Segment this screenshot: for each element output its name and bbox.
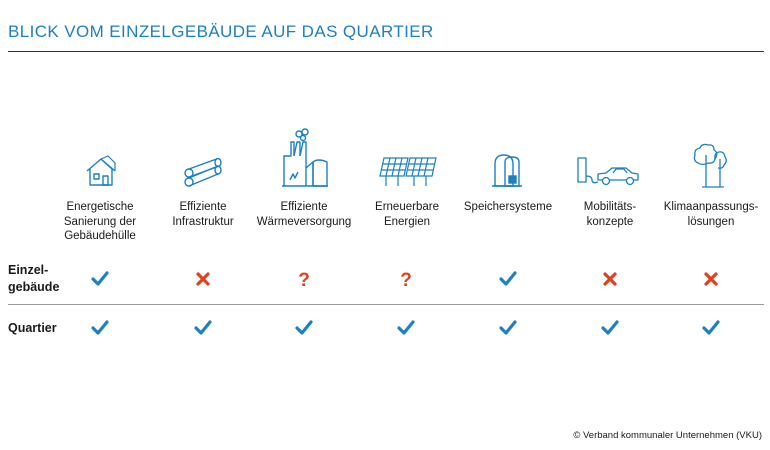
electric-car-icon [576, 156, 642, 188]
row-label-einzelgebaeude: Einzel- gebäude [8, 263, 60, 294]
category-label-infrastruktur: Effiziente Infrastruktur [172, 201, 234, 228]
category-label-erneuerbare: Erneuerbare Energien [375, 201, 439, 228]
pipes-icon [182, 158, 224, 188]
check-icon [90, 269, 110, 289]
row-divider [8, 304, 764, 305]
solar-panels-icon [378, 154, 438, 188]
category-label-mobilitaet: Mobilitäts- konzepte [583, 201, 637, 228]
svg-text:?: ? [298, 270, 310, 289]
cross-icon [193, 269, 213, 289]
category-label-sanierung: Energetische Sanierung der Gebäudehülle [63, 201, 137, 242]
check-icon [498, 318, 518, 338]
check-icon [193, 318, 213, 338]
page-title: BLICK VOM EINZELGEBÄUDE AUF DAS QUARTIER [8, 22, 434, 41]
cross-icon [701, 269, 721, 289]
check-icon [600, 318, 620, 338]
cross-icon [600, 269, 620, 289]
copyright-footer: © Verband kommunaler Unternehmen (VKU) [573, 430, 762, 441]
house-icon [84, 155, 118, 187]
title-divider [8, 51, 764, 52]
row-label-quartier: Quartier [8, 321, 57, 335]
trees-icon [692, 143, 728, 189]
check-icon [498, 269, 518, 289]
category-label-klimaanpassung: Klimaanpassungs- lösungen [663, 201, 759, 228]
check-icon [396, 318, 416, 338]
category-label-waermeversorgung: Effiziente Wärmeversorgung [256, 201, 352, 228]
question-icon: ? [294, 269, 314, 289]
question-icon: ? [396, 269, 416, 289]
power-plant-icon [281, 128, 329, 188]
category-label-speichersysteme: Speichersysteme [463, 201, 553, 213]
check-icon [701, 318, 721, 338]
check-icon [294, 318, 314, 338]
check-icon [90, 318, 110, 338]
storage-tank-icon [491, 152, 525, 188]
svg-text:?: ? [400, 270, 412, 289]
